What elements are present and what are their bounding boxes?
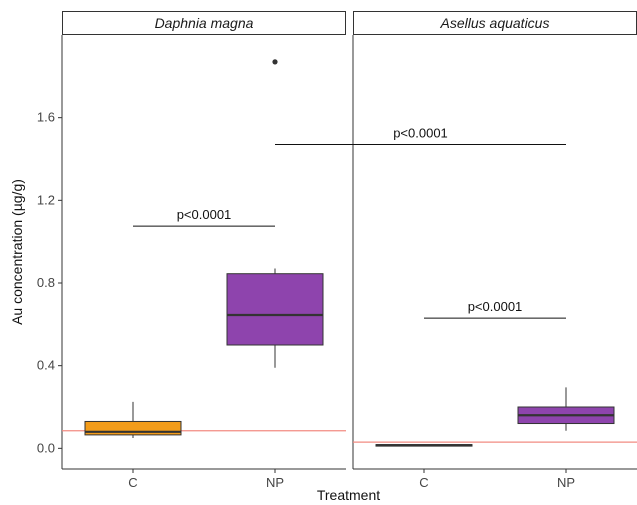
box-c <box>376 444 472 446</box>
x-tick-label: C <box>419 475 428 490</box>
significance-label: p<0.0001 <box>468 299 523 314</box>
box-body <box>227 274 323 345</box>
panel-1: Daphnia magna C NP p<0.0001 <box>62 12 346 491</box>
y-tick-label: 1.2 <box>37 192 55 207</box>
panel-2: Asellus aquaticus C NP p<0.0001 <box>353 12 637 491</box>
box-np <box>518 387 614 430</box>
box-np <box>227 59 323 367</box>
panel-title: Asellus aquaticus <box>440 15 550 31</box>
panel-title: Daphnia magna <box>155 15 254 31</box>
y-tick-label: 0.4 <box>37 358 55 373</box>
y-tick-label: 1.6 <box>37 110 55 125</box>
cross-significance-label: p<0.0001 <box>393 126 448 141</box>
y-axis-title: Au concentration (µg/g) <box>9 179 25 325</box>
x-axis-title: Treatment <box>317 487 380 503</box>
y-tick-label: 0.8 <box>37 275 55 290</box>
box-c <box>85 402 181 438</box>
significance-label: p<0.0001 <box>177 207 232 222</box>
outlier-point <box>272 59 277 64</box>
x-tick-label: NP <box>557 475 575 490</box>
x-tick-label: NP <box>266 475 284 490</box>
x-tick-label: C <box>128 475 137 490</box>
y-tick-label: 0.0 <box>37 440 55 455</box>
y-axis: 0.0 0.4 0.8 1.2 1.6 <box>37 110 62 456</box>
